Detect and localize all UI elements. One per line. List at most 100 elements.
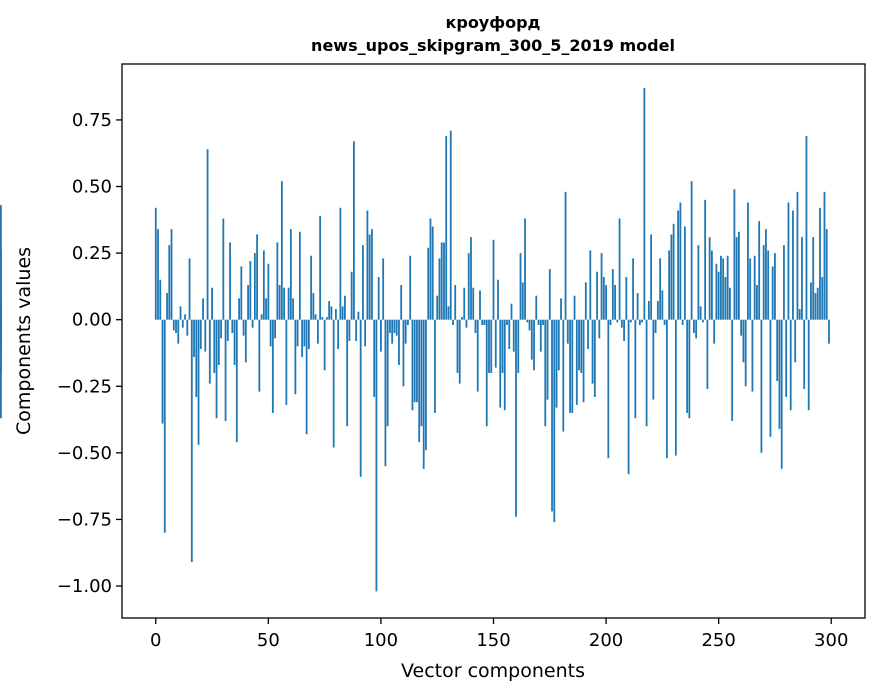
bar-component-45 (256, 234, 258, 320)
bar-component-154 (501, 319, 504, 373)
bar-component-82 (339, 207, 342, 320)
bar-component-102 (384, 319, 387, 467)
bar-component-135 (458, 319, 461, 384)
bar-component-18 (195, 319, 198, 397)
bar-component-123 (431, 226, 434, 320)
bar-component-184 (569, 319, 571, 413)
bar-component-44 (253, 253, 256, 320)
bar-component-299 (828, 319, 830, 344)
x-tick-label: 200 (589, 630, 623, 651)
bar-component-39 (242, 319, 245, 336)
bar-component-296 (821, 277, 824, 320)
bar-component-282 (789, 319, 792, 411)
bar-component-42 (249, 261, 252, 320)
bar-component-152 (497, 279, 499, 320)
bar-component-162 (519, 253, 522, 320)
bar-component-49 (265, 298, 267, 320)
y-tick-label: 0.00 (72, 310, 112, 331)
bar-component-256 (731, 319, 734, 421)
bar-component-213 (634, 319, 637, 419)
bar-component-158 (510, 303, 513, 320)
bar-component-120 (425, 319, 427, 451)
bar-component-198 (600, 253, 603, 320)
bar-component-190 (582, 319, 585, 403)
bar-component-137 (463, 287, 466, 320)
bar-component-100 (380, 319, 382, 352)
bar-component-155 (503, 319, 506, 411)
bar-component-127 (440, 242, 443, 320)
bar-component-14 (186, 319, 189, 336)
bar-component-220 (650, 234, 653, 320)
bar-component-170 (537, 319, 540, 326)
bar-component-202 (609, 319, 612, 326)
bar-component-161 (517, 319, 520, 373)
bar-component-24 (208, 319, 211, 384)
bar-component-276 (776, 319, 779, 381)
bar-component-104 (389, 319, 391, 334)
bar-component-131 (449, 130, 452, 320)
bar-component-163 (521, 282, 524, 320)
bar-component-193 (589, 250, 592, 320)
y-axis-label: Components values (13, 247, 35, 435)
bar-component-281 (787, 202, 790, 320)
bar-component-133 (454, 285, 457, 320)
bar-component-263 (747, 202, 749, 320)
bar-component-20 (199, 319, 202, 349)
bar-component-169 (535, 295, 538, 320)
bar-component-21 (202, 298, 204, 320)
bar-component-264 (749, 258, 752, 320)
bar-component-134 (456, 319, 459, 373)
bar-component-183 (566, 319, 569, 344)
bar-component-251 (720, 255, 722, 320)
y-tick-label: −0.25 (57, 376, 112, 397)
bar-component-205 (616, 319, 619, 323)
bar-component-108 (398, 319, 400, 365)
bar-component-76 (325, 317, 328, 320)
bar-component-46 (258, 319, 261, 392)
bar-component-27 (215, 319, 218, 419)
bar-component-223 (656, 301, 659, 320)
bar-component-72 (316, 319, 319, 344)
bar-component-235 (683, 226, 686, 320)
bar-component-185 (571, 319, 574, 413)
bar-component-16 (190, 319, 193, 563)
bar-component-124 (434, 319, 436, 413)
bar-component-214 (636, 293, 639, 320)
bar-component-266 (753, 255, 756, 320)
bar-component-15 (188, 258, 191, 320)
bar-component-233 (679, 202, 682, 320)
bar-component-11 (179, 306, 182, 320)
bar-component-26 (213, 319, 216, 373)
bar-component-206 (618, 218, 621, 320)
bars-group (0, 87, 830, 592)
bar-component-167 (530, 319, 533, 360)
bar-component-129 (445, 135, 448, 320)
bar-component-283 (792, 210, 794, 320)
bar-component-23 (206, 149, 209, 320)
y-tick-label: 0.75 (72, 110, 112, 131)
bar-component-194 (591, 319, 594, 384)
bar-component-67 (305, 319, 308, 435)
bar-component-237 (688, 319, 691, 419)
bar-component-59 (287, 287, 290, 320)
bar-component-79 (332, 319, 335, 448)
bar-component-222 (654, 319, 657, 334)
bar-component-53 (274, 319, 276, 339)
bar-component-121 (427, 247, 430, 320)
bar-component-36 (235, 319, 238, 443)
bar-component-239 (692, 319, 695, 334)
bar-component-1 (157, 229, 159, 320)
bar-component-94 (366, 210, 369, 320)
y-tick-label: 0.50 (72, 177, 112, 198)
bar-component-201 (607, 319, 610, 459)
bar-component-146 (483, 319, 486, 326)
bar-component-274 (771, 266, 774, 320)
bar-component-142 (474, 319, 477, 334)
bar-component-229 (670, 234, 673, 320)
y-tick-label: 0.25 (72, 243, 112, 264)
bar-component-91 (359, 319, 362, 477)
bar-component-284 (794, 319, 797, 363)
bar-component-109 (400, 285, 403, 320)
bar-component-166 (528, 319, 531, 331)
